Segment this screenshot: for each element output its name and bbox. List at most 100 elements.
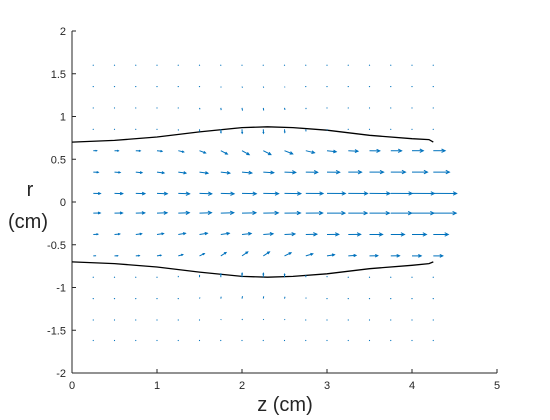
- velocity-arrow: [135, 85, 137, 88]
- velocity-arrow: [92, 276, 94, 278]
- velocity-arrow: [369, 191, 392, 196]
- velocity-arrow: [411, 85, 413, 88]
- y-tick-label: -1.5: [47, 325, 66, 337]
- velocity-arrow: [411, 339, 413, 342]
- velocity-arrow: [305, 150, 316, 154]
- velocity-arrow: [156, 107, 158, 109]
- velocity-arrow: [114, 232, 121, 236]
- velocity-arrow: [326, 232, 340, 237]
- velocity-arrow: [369, 148, 381, 153]
- velocity-arrow: [326, 149, 338, 154]
- velocity-arrow: [156, 232, 165, 236]
- velocity-arrow: [432, 298, 434, 300]
- velocity-arrow: [347, 319, 349, 321]
- velocity-arrow: [368, 276, 371, 278]
- velocity-arrow: [241, 86, 243, 88]
- velocity-arrow: [284, 296, 286, 299]
- velocity-arrow: [178, 150, 185, 153]
- velocity-arrow: [284, 232, 297, 237]
- velocity-arrow: [263, 150, 272, 156]
- velocity-arrow: [241, 318, 243, 321]
- velocity-arrow: [411, 128, 413, 130]
- velocity-arrow: [135, 128, 137, 130]
- velocity-arrow: [199, 191, 213, 196]
- velocity-arrow: [93, 149, 98, 152]
- velocity-arrow: [411, 276, 413, 278]
- y-tick-label: -2: [56, 368, 66, 380]
- velocity-arrow: [326, 191, 347, 196]
- velocity-arrow: [156, 171, 166, 175]
- velocity-arrow: [390, 169, 407, 175]
- y-tick-label: 1.5: [51, 69, 66, 81]
- velocity-arrow: [198, 64, 201, 66]
- x-axis-title: z (cm): [257, 394, 313, 416]
- velocity-arrow: [433, 210, 458, 216]
- velocity-arrow: [177, 319, 179, 321]
- velocity-arrow: [92, 339, 94, 342]
- x-tick-label: 3: [324, 380, 330, 392]
- velocity-arrow: [156, 210, 169, 215]
- velocity-arrow: [156, 191, 169, 196]
- velocity-arrow: [92, 64, 94, 66]
- velocity-arrow: [390, 148, 403, 153]
- velocity-arrow: [305, 85, 307, 88]
- velocity-arrow: [220, 251, 228, 257]
- velocity-arrow: [348, 210, 369, 216]
- velocity-arrow: [263, 170, 275, 175]
- velocity-arrow: [284, 86, 286, 88]
- velocity-arrow: [305, 170, 319, 175]
- velocity-arrow: [432, 128, 434, 130]
- velocity-arrow: [326, 253, 336, 257]
- velocity-arrow: [326, 319, 328, 321]
- velocity-arrow: [135, 149, 142, 153]
- x-tick-label: 4: [409, 380, 415, 392]
- velocity-arrow: [199, 253, 206, 257]
- velocity-arrow: [178, 232, 187, 236]
- y-axis-title-line1: r: [27, 179, 34, 201]
- velocity-arrow: [241, 251, 249, 257]
- velocity-arrow: [177, 85, 179, 88]
- velocity-arrow: [199, 231, 209, 236]
- velocity-arrow: [432, 276, 434, 278]
- velocity-arrow: [283, 339, 286, 342]
- velocity-arrow: [390, 128, 392, 130]
- velocity-arrow: [305, 252, 314, 257]
- velocity-arrow: [177, 64, 179, 66]
- x-tick-label: 5: [494, 380, 500, 392]
- velocity-arrow: [262, 129, 265, 135]
- velocity-arrow: [368, 319, 371, 321]
- velocity-arrow: [178, 210, 191, 215]
- velocity-arrow: [283, 129, 286, 134]
- velocity-arrow: [156, 298, 158, 300]
- velocity-arrow: [177, 298, 179, 300]
- velocity-arrow: [156, 64, 158, 66]
- velocity-arrow: [92, 319, 94, 321]
- velocity-arrow: [219, 272, 222, 278]
- velocity-arrow: [283, 272, 286, 278]
- velocity-arrow: [432, 85, 434, 88]
- velocity-arrow: [156, 149, 164, 153]
- velocity-arrow: [433, 191, 458, 196]
- velocity-arrows: [92, 64, 458, 342]
- velocity-arrow: [369, 210, 391, 216]
- boundary-lines: [71, 126, 434, 278]
- velocity-arrow: [263, 210, 280, 216]
- velocity-arrow: [411, 107, 413, 109]
- velocity-arrow: [220, 150, 229, 155]
- velocity-arrow: [433, 232, 450, 237]
- velocity-arrow: [348, 169, 363, 175]
- velocity-arrow: [241, 191, 258, 196]
- velocity-arrow: [390, 276, 392, 278]
- velocity-arrow: [326, 339, 328, 342]
- velocity-arrow: [305, 232, 319, 237]
- velocity-arrow: [241, 129, 244, 135]
- velocity-arrow: [390, 191, 414, 196]
- velocity-arrow: [326, 169, 341, 175]
- velocity-arrow: [347, 85, 349, 88]
- velocity-arrow: [241, 150, 251, 156]
- velocity-arrow: [135, 232, 143, 236]
- velocity-arrow: [390, 85, 392, 88]
- velocity-arrow: [263, 191, 280, 196]
- velocity-arrow: [347, 276, 349, 278]
- velocity-arrow: [283, 64, 286, 66]
